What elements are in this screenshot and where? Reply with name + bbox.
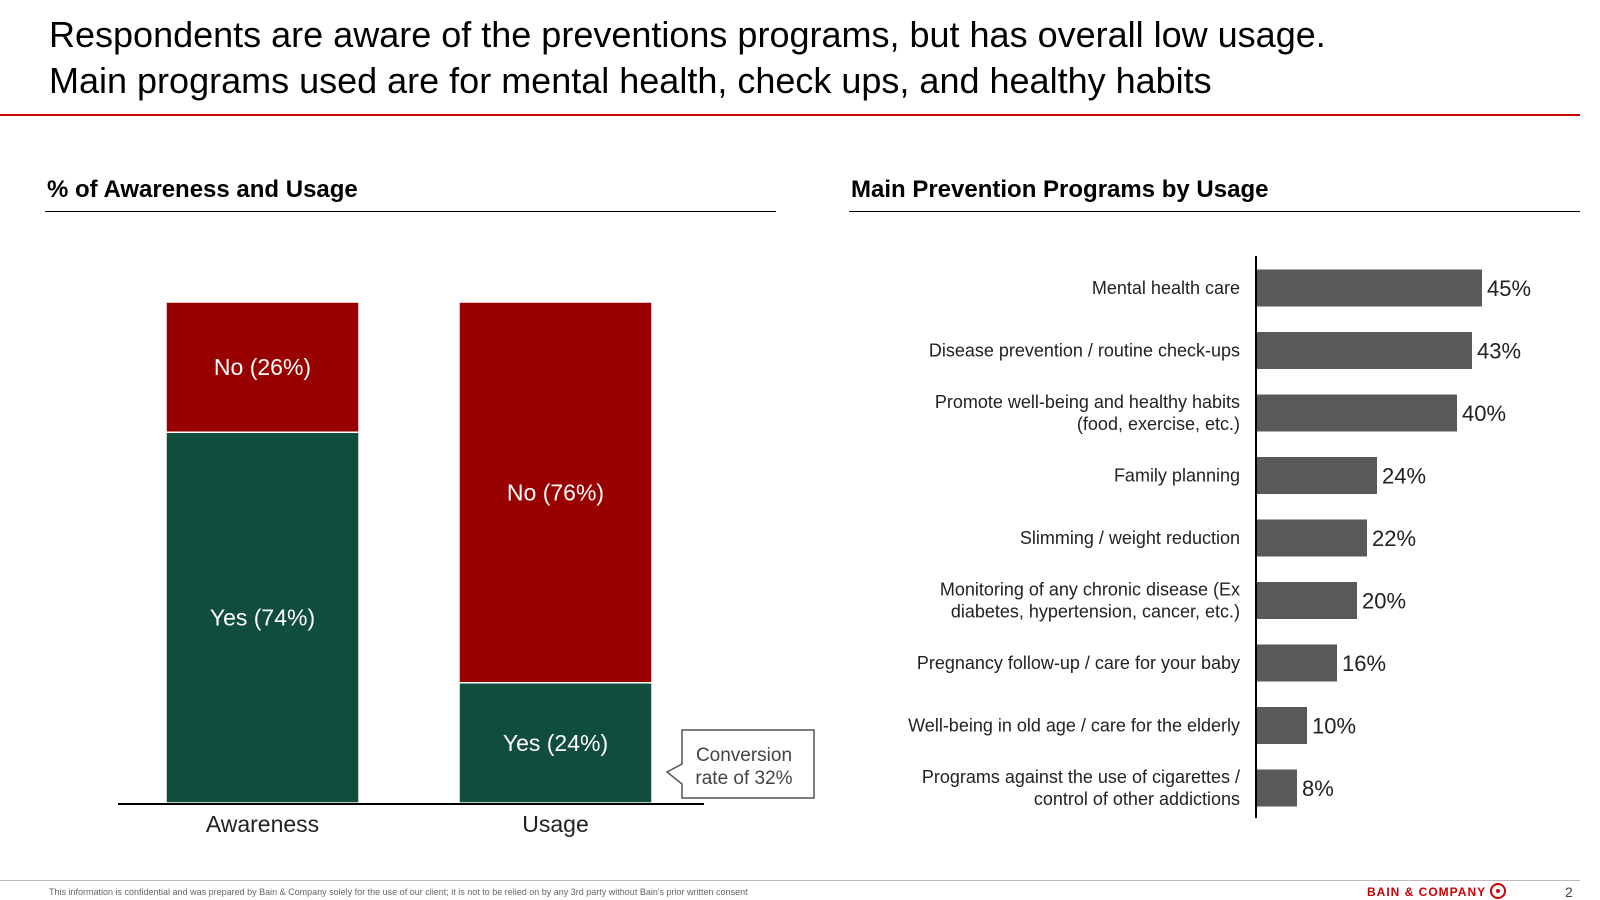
right-section-divider bbox=[849, 211, 1580, 212]
program-bar-4 bbox=[1257, 457, 1377, 494]
conversion-callout: Conversion rate of 32% bbox=[665, 729, 815, 799]
program-category-label-5: Slimming / weight reduction bbox=[1020, 528, 1240, 548]
program-value-label-3: 40% bbox=[1462, 401, 1506, 426]
callout-line-2: rate of 32% bbox=[695, 768, 792, 789]
program-category-label-3-line-2: (food, exercise, etc.) bbox=[1077, 414, 1240, 434]
program-category-label-9-line-2: control of other addictions bbox=[1034, 789, 1240, 809]
program-category-label-6-line-2: diabetes, hypertension, cancer, etc.) bbox=[951, 602, 1240, 622]
program-category-label-3-line-1: Promote well-being and healthy habits bbox=[935, 392, 1240, 412]
callout-line-1: Conversion bbox=[696, 745, 792, 766]
program-category-label-8: Well-being in old age / care for the eld… bbox=[908, 716, 1240, 736]
program-value-label-6: 20% bbox=[1362, 589, 1406, 614]
footer-disclaimer: This information is confidential and was… bbox=[49, 887, 748, 897]
program-value-label-5: 22% bbox=[1372, 526, 1416, 551]
slide-title-line-1: Respondents are aware of the preventions… bbox=[49, 14, 1326, 55]
x-tick-label-awareness: Awareness bbox=[206, 811, 319, 837]
callout-box bbox=[665, 729, 815, 799]
program-bar-9 bbox=[1257, 769, 1297, 807]
program-bar-5 bbox=[1257, 519, 1367, 557]
program-category-label-1: Mental health care bbox=[1092, 278, 1240, 298]
footer-divider bbox=[0, 880, 1580, 881]
page-number: 2 bbox=[1565, 884, 1573, 900]
data-label-usage-yes: Yes (24%) bbox=[503, 730, 608, 756]
program-bar-3 bbox=[1257, 394, 1457, 432]
right-section-title: Main Prevention Programs by Usage bbox=[851, 176, 1269, 203]
slide-title-line-2: Main programs used are for mental health… bbox=[49, 60, 1212, 101]
data-label-awareness-no: No (26%) bbox=[214, 354, 311, 380]
bar-usage-no bbox=[458, 301, 653, 684]
brand-logo-icon bbox=[1490, 883, 1506, 899]
program-category-label-6-line-1: Monitoring of any chronic disease (Ex bbox=[940, 580, 1240, 600]
program-value-label-1: 45% bbox=[1487, 276, 1531, 301]
program-value-label-2: 43% bbox=[1477, 339, 1521, 364]
program-value-label-8: 10% bbox=[1312, 714, 1356, 739]
program-value-label-7: 16% bbox=[1342, 651, 1386, 676]
title-divider bbox=[0, 114, 1580, 116]
program-bar-6 bbox=[1257, 582, 1357, 619]
left-section-divider bbox=[45, 211, 776, 212]
program-category-label-9-line-1: Programs against the use of cigarettes / bbox=[922, 767, 1240, 787]
program-bar-8 bbox=[1257, 707, 1307, 744]
data-label-awareness-yes: Yes (74%) bbox=[210, 605, 315, 631]
program-value-label-9: 8% bbox=[1302, 776, 1334, 801]
x-tick-label-usage: Usage bbox=[522, 811, 588, 837]
program-category-label-2: Disease prevention / routine check-ups bbox=[929, 341, 1240, 361]
left-section-title: % of Awareness and Usage bbox=[47, 176, 358, 203]
program-category-label-7: Pregnancy follow-up / care for your baby bbox=[917, 653, 1240, 673]
program-value-label-4: 24% bbox=[1382, 464, 1426, 489]
data-label-usage-no: No (76%) bbox=[507, 479, 604, 505]
bar-awareness-yes bbox=[165, 431, 360, 804]
bar-awareness-no bbox=[165, 301, 360, 434]
program-bar-1 bbox=[1257, 269, 1482, 307]
program-bar-2 bbox=[1257, 332, 1472, 369]
bar-usage-yes bbox=[458, 682, 653, 804]
program-bar-7 bbox=[1257, 644, 1337, 682]
program-category-label-4: Family planning bbox=[1114, 466, 1240, 486]
brand-logo-text: BAIN & COMPANY bbox=[1367, 885, 1487, 899]
slide-title: Respondents are aware of the preventions… bbox=[49, 12, 1549, 104]
